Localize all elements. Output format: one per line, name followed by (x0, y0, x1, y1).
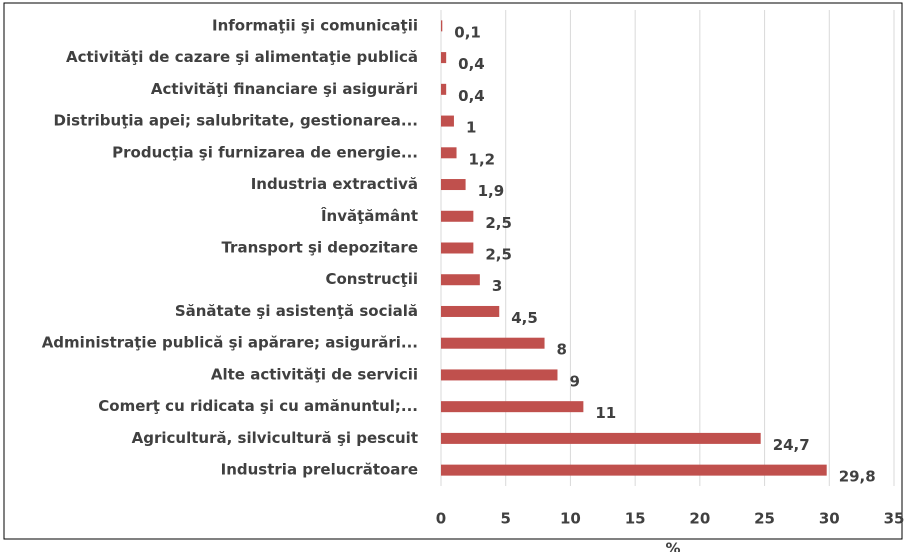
data-label: 0,4 (458, 87, 485, 105)
data-label: 1 (466, 119, 476, 137)
x-tick-label: 25 (754, 510, 775, 528)
y-tick-label: Industria prelucrătoare (221, 461, 418, 479)
data-label: 2,5 (485, 214, 512, 232)
data-label: 29,8 (839, 468, 876, 486)
y-tick-label: Administraţie publică şi apărare; asigur… (42, 334, 418, 352)
bar (441, 147, 457, 159)
y-tick-label: Agricultură, silvicultură şi pescuit (132, 429, 418, 447)
bar (441, 305, 500, 317)
x-tick-label: 30 (819, 510, 840, 528)
x-tick-label: 5 (500, 510, 510, 528)
data-label: 0,4 (458, 55, 485, 73)
y-tick-label: Alte activităţi de servicii (211, 365, 418, 383)
y-tick-label: Sănătate şi asistenţă socială (175, 302, 418, 320)
data-label: 8 (557, 341, 567, 359)
data-label: 1,9 (478, 182, 505, 200)
data-label: 24,7 (773, 436, 810, 454)
chart-border (3, 2, 903, 540)
bar (441, 52, 447, 64)
y-tick-label: Producţia şi furnizarea de energie... (112, 143, 418, 161)
y-tick-label: Comerţ cu ridicata şi cu amănuntul;... (98, 397, 418, 415)
bar (441, 115, 454, 127)
bar (441, 337, 545, 349)
y-tick-label: Activităţi de cazare şi alimentaţie publ… (66, 48, 418, 66)
bar (441, 432, 761, 444)
y-tick-label: Distribuţia apei; salubritate, gestionar… (54, 112, 418, 130)
x-tick-label: 10 (560, 510, 581, 528)
bar (441, 274, 480, 286)
y-tick-label: Transport şi depozitare (221, 239, 418, 257)
bar (441, 369, 558, 381)
data-label: 4,5 (511, 309, 538, 327)
data-label: 0,1 (454, 23, 481, 41)
bar (441, 242, 474, 254)
y-tick-label: Industria extractivă (251, 175, 418, 193)
bar (441, 83, 447, 95)
data-label: 2,5 (485, 246, 512, 264)
y-tick-label: Activităţi financiare şi asigurări (151, 80, 418, 98)
bar (441, 464, 827, 476)
x-tick-label: 15 (625, 510, 646, 528)
y-tick-label: Învăţământ (321, 206, 418, 225)
x-tick-label: 20 (689, 510, 710, 528)
data-label: 9 (569, 372, 579, 390)
data-label: 3 (492, 277, 502, 295)
data-label: 11 (595, 404, 616, 422)
data-label: 1,2 (469, 150, 496, 168)
bar (441, 210, 474, 222)
bar (441, 179, 466, 191)
x-tick-label: 0 (436, 510, 446, 528)
bar (441, 20, 443, 32)
y-tick-label: Construcţii (325, 270, 418, 288)
bar (441, 401, 584, 413)
x-axis-label: % (665, 540, 680, 552)
y-tick-label: Informaţii şi comunicaţii (212, 16, 418, 34)
x-tick-label: 35 (884, 510, 905, 528)
